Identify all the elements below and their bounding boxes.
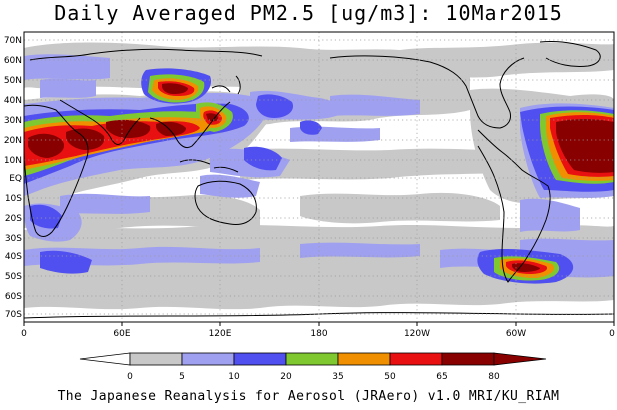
colorbar-label: 5 bbox=[179, 372, 185, 382]
colorbar-swatch bbox=[441, 352, 495, 366]
lat-label: 20S bbox=[5, 214, 22, 224]
colorbar-swatch bbox=[493, 352, 547, 366]
lat-label: 60N bbox=[4, 56, 22, 66]
coastlines bbox=[24, 41, 614, 319]
map-title: Daily Averaged PM2.5 [ug/m3]: 10Mar2015 bbox=[54, 1, 563, 25]
lat-label: EQ bbox=[9, 174, 22, 184]
lat-label: 40S bbox=[5, 252, 22, 262]
colorbar: 0 5 10 20 35 50 65 80 bbox=[79, 352, 547, 382]
lat-label: 50S bbox=[5, 272, 22, 282]
colorbar-label: 50 bbox=[384, 372, 396, 382]
lon-label: 120E bbox=[209, 329, 232, 339]
colorbar-swatch bbox=[389, 352, 443, 366]
lat-label: 10N bbox=[4, 156, 22, 166]
lat-label: 60S bbox=[5, 292, 22, 302]
footer-credit: The Japanese Reanalysis for Aerosol (JRA… bbox=[57, 389, 560, 404]
colorbar-swatch bbox=[181, 352, 235, 366]
graticule bbox=[24, 32, 614, 322]
colorbar-label: 20 bbox=[280, 372, 292, 382]
colorbar-label: 35 bbox=[332, 372, 343, 382]
lon-label: 180 bbox=[310, 329, 327, 339]
lat-label: 30N bbox=[4, 116, 22, 126]
lat-label: 50N bbox=[4, 76, 22, 86]
colorbar-label: 0 bbox=[127, 372, 133, 382]
lat-label: 70N bbox=[4, 36, 22, 46]
colorbar-swatch bbox=[129, 352, 183, 366]
latitude-labels: 70N 60N 50N 40N 30N 20N 10N EQ 10S 20S 3… bbox=[4, 36, 22, 320]
lon-label: 60E bbox=[113, 329, 130, 339]
lon-label: 60W bbox=[506, 329, 526, 339]
axis-ticks bbox=[23, 322, 615, 326]
lat-label: 70S bbox=[5, 310, 22, 320]
colorbar-swatch bbox=[79, 352, 131, 366]
lon-label: 120W bbox=[404, 329, 430, 339]
colorbar-swatch bbox=[233, 352, 287, 366]
pm25-concentration-field bbox=[24, 42, 614, 310]
colorbar-label: 10 bbox=[228, 372, 240, 382]
lon-label: 0 bbox=[21, 329, 27, 339]
colorbar-label: 65 bbox=[436, 372, 447, 382]
colorbar-swatch bbox=[337, 352, 391, 366]
colorbar-label: 80 bbox=[488, 372, 500, 382]
longitude-labels: 0 60E 120E 180 120W 60W 0 bbox=[21, 329, 615, 339]
lat-label: 40N bbox=[4, 96, 22, 106]
lat-label: 20N bbox=[4, 136, 22, 146]
colorbar-swatch bbox=[285, 352, 339, 366]
lon-label: 0 bbox=[609, 329, 615, 339]
lat-label: 30S bbox=[5, 234, 22, 244]
lat-label: 10S bbox=[5, 194, 22, 204]
